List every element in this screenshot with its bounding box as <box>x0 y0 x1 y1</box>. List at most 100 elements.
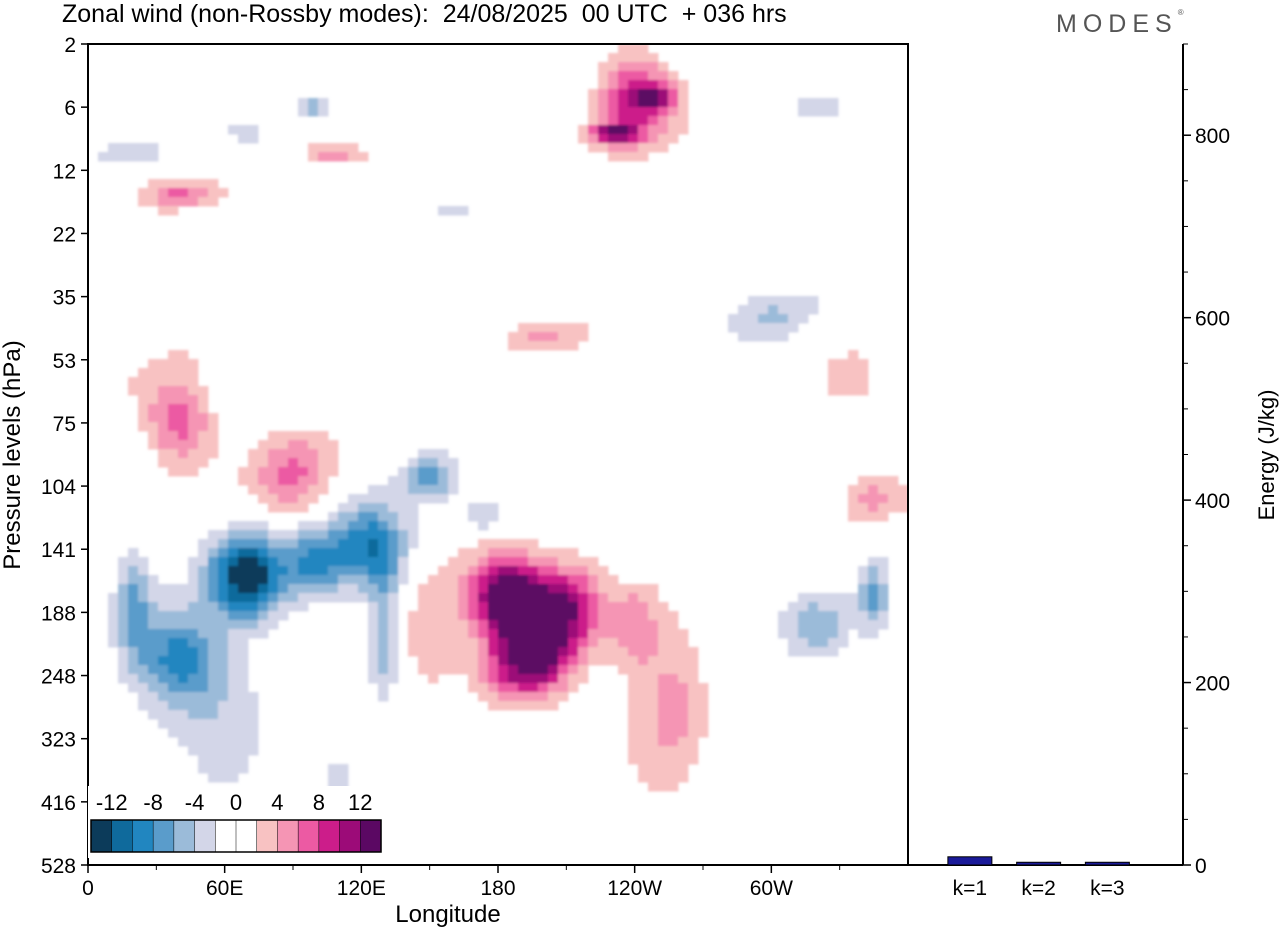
heatmap-cell <box>418 665 479 675</box>
heatmap-cell <box>658 701 689 711</box>
heatmap-cell <box>688 701 709 711</box>
heatmap-cell <box>118 665 129 675</box>
colorbar-swatch <box>256 819 278 853</box>
heatmap-cell <box>138 413 149 423</box>
heatmap-cell <box>578 647 589 657</box>
heatmap-cell <box>488 602 579 612</box>
colorbar-swatch <box>90 819 113 853</box>
heatmap-cell <box>158 719 259 729</box>
heatmap-cell <box>148 620 259 630</box>
heatmap-cell <box>828 377 869 387</box>
heatmap-cell <box>228 530 269 540</box>
heatmap-cell <box>328 764 349 774</box>
heatmap-cell <box>108 611 119 621</box>
heatmap-cell <box>618 638 659 648</box>
heatmap-cell <box>578 620 589 630</box>
heatmap-cell <box>738 332 789 342</box>
heatmap-cell <box>188 674 209 684</box>
heatmap-cell <box>508 665 519 675</box>
heatmap-cell <box>188 413 209 423</box>
y-tick-label: 323 <box>41 729 76 752</box>
heatmap-cell <box>798 629 839 639</box>
heatmap-cell <box>558 332 589 342</box>
heatmap-cell <box>108 638 119 648</box>
heatmap-cell <box>458 602 469 612</box>
heatmap-cell <box>478 557 489 567</box>
heatmap-cell <box>608 134 629 144</box>
heatmap-cell <box>628 674 659 684</box>
heatmap-cell <box>878 611 889 621</box>
heatmap-cell <box>248 458 269 468</box>
heatmap-cell <box>468 683 489 693</box>
heatmap-cell <box>648 134 659 144</box>
heatmap-cell <box>158 206 179 216</box>
heatmap-cell <box>458 575 469 585</box>
heatmap-cell <box>598 602 649 612</box>
heatmap-cell <box>458 548 489 558</box>
heatmap-cell <box>778 305 819 315</box>
y-tick-label: 528 <box>41 855 76 878</box>
heatmap-cell <box>608 53 659 63</box>
x-tick-label: 0 <box>82 877 94 900</box>
heatmap-cell <box>368 674 399 684</box>
heatmap-cell <box>598 611 649 621</box>
y-tick-label: 104 <box>41 476 76 499</box>
heatmap-cell <box>848 494 859 504</box>
heatmap-cell <box>858 629 879 639</box>
heatmap-cell <box>368 548 379 558</box>
heatmap-cell <box>148 575 159 585</box>
heatmap-cell <box>478 620 489 630</box>
heatmap-cell <box>418 458 439 468</box>
heatmap-cell <box>378 629 389 639</box>
heatmap-cell <box>878 602 889 612</box>
heatmap-cell <box>778 611 799 621</box>
heatmap-cell <box>228 566 269 576</box>
heatmap-cell <box>158 458 209 468</box>
heatmap-cell <box>488 674 499 684</box>
heatmap-cell <box>118 566 129 576</box>
heatmap-cell <box>398 566 409 576</box>
heatmap-cell <box>218 548 229 558</box>
heatmap-cell <box>228 674 249 684</box>
heatmap-cell <box>588 98 599 108</box>
heatmap-cell <box>668 98 679 108</box>
heatmap-cell <box>628 125 639 135</box>
heatmap-cell <box>318 476 329 486</box>
heatmap-cell <box>228 125 259 135</box>
heatmap-cell <box>148 584 199 594</box>
heatmap-cell <box>518 323 589 333</box>
heatmap-cell <box>588 656 639 666</box>
heatmap-cell <box>638 125 649 135</box>
heatmap-cell <box>308 98 319 108</box>
heatmap-cell <box>388 503 419 513</box>
heatmap-cell <box>388 566 399 576</box>
heatmap-cells <box>98 44 908 828</box>
heatmap-cell <box>758 314 789 324</box>
heatmap-cell <box>388 548 399 558</box>
heatmap-cell <box>498 692 549 702</box>
heatmap-cell <box>658 719 689 729</box>
heatmap-cell <box>588 620 599 630</box>
bar-category-label: k=3 <box>1090 877 1124 900</box>
heatmap-cell <box>228 575 269 585</box>
heatmap-cell <box>668 107 679 117</box>
heatmap-cell <box>138 692 159 702</box>
heatmap-cell <box>128 584 139 594</box>
y-tick-label: 248 <box>41 666 76 689</box>
heatmap-cell <box>408 647 479 657</box>
heatmap-cell <box>528 575 539 585</box>
heatmap-cell <box>598 80 609 90</box>
heatmap-cell <box>658 674 679 684</box>
heatmap-cell <box>188 575 199 585</box>
heatmap-cell <box>208 584 219 594</box>
heatmap-cell <box>298 566 329 576</box>
heatmap-cell <box>618 62 659 72</box>
heatmap-cell <box>198 440 219 450</box>
heatmap-cell <box>228 602 259 612</box>
heatmap-cell <box>278 476 299 486</box>
heatmap-cell <box>298 494 319 504</box>
heatmap-cell <box>388 476 409 486</box>
heatmap-cell <box>438 476 449 486</box>
heatmap-cell <box>858 575 869 585</box>
bar-y-tick-label: 800 <box>1195 125 1230 148</box>
